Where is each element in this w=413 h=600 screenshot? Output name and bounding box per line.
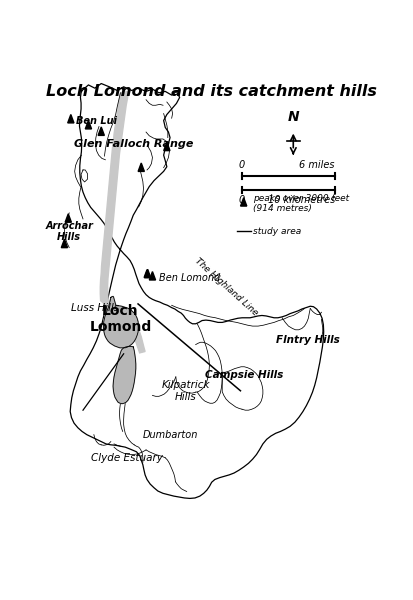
Text: Dumbarton: Dumbarton (143, 430, 198, 440)
Text: 6 miles: 6 miles (299, 160, 335, 170)
Text: Glen Falloch Range: Glen Falloch Range (74, 139, 193, 149)
Text: Ben Lui: Ben Lui (76, 116, 116, 125)
Text: Ben Lomond: Ben Lomond (159, 272, 220, 283)
Text: The Highland Line: The Highland Line (193, 256, 259, 317)
Polygon shape (144, 270, 150, 277)
Text: Arrochar
Hills: Arrochar Hills (45, 221, 93, 242)
Polygon shape (150, 272, 156, 280)
Polygon shape (65, 214, 71, 222)
Text: Clyde Estuary: Clyde Estuary (91, 453, 163, 463)
Polygon shape (61, 239, 68, 248)
Text: peaks over 3000 feet
(914 metres): peaks over 3000 feet (914 metres) (253, 194, 349, 214)
Polygon shape (240, 197, 247, 206)
Polygon shape (85, 121, 92, 129)
Polygon shape (98, 127, 104, 136)
Text: 10 kilometres: 10 kilometres (268, 196, 335, 205)
Polygon shape (138, 163, 145, 172)
Polygon shape (68, 115, 74, 123)
Text: 0: 0 (239, 160, 245, 170)
Text: Campsie Hills: Campsie Hills (204, 370, 283, 380)
Polygon shape (164, 142, 170, 151)
Polygon shape (113, 346, 136, 404)
Polygon shape (145, 269, 151, 278)
Polygon shape (104, 296, 138, 348)
Text: Luss Hills: Luss Hills (71, 302, 119, 313)
Polygon shape (100, 91, 145, 353)
Text: N: N (287, 110, 299, 124)
Text: Loch
Lomond: Loch Lomond (89, 304, 152, 334)
Text: study area: study area (253, 227, 301, 236)
Text: Kilpatrick
Hills: Kilpatrick Hills (162, 380, 210, 401)
Text: 0: 0 (239, 196, 245, 205)
Text: Flntry Hills: Flntry Hills (276, 335, 339, 345)
Polygon shape (70, 83, 324, 499)
Text: Loch Lomond and its catchment hills: Loch Lomond and its catchment hills (46, 83, 377, 98)
